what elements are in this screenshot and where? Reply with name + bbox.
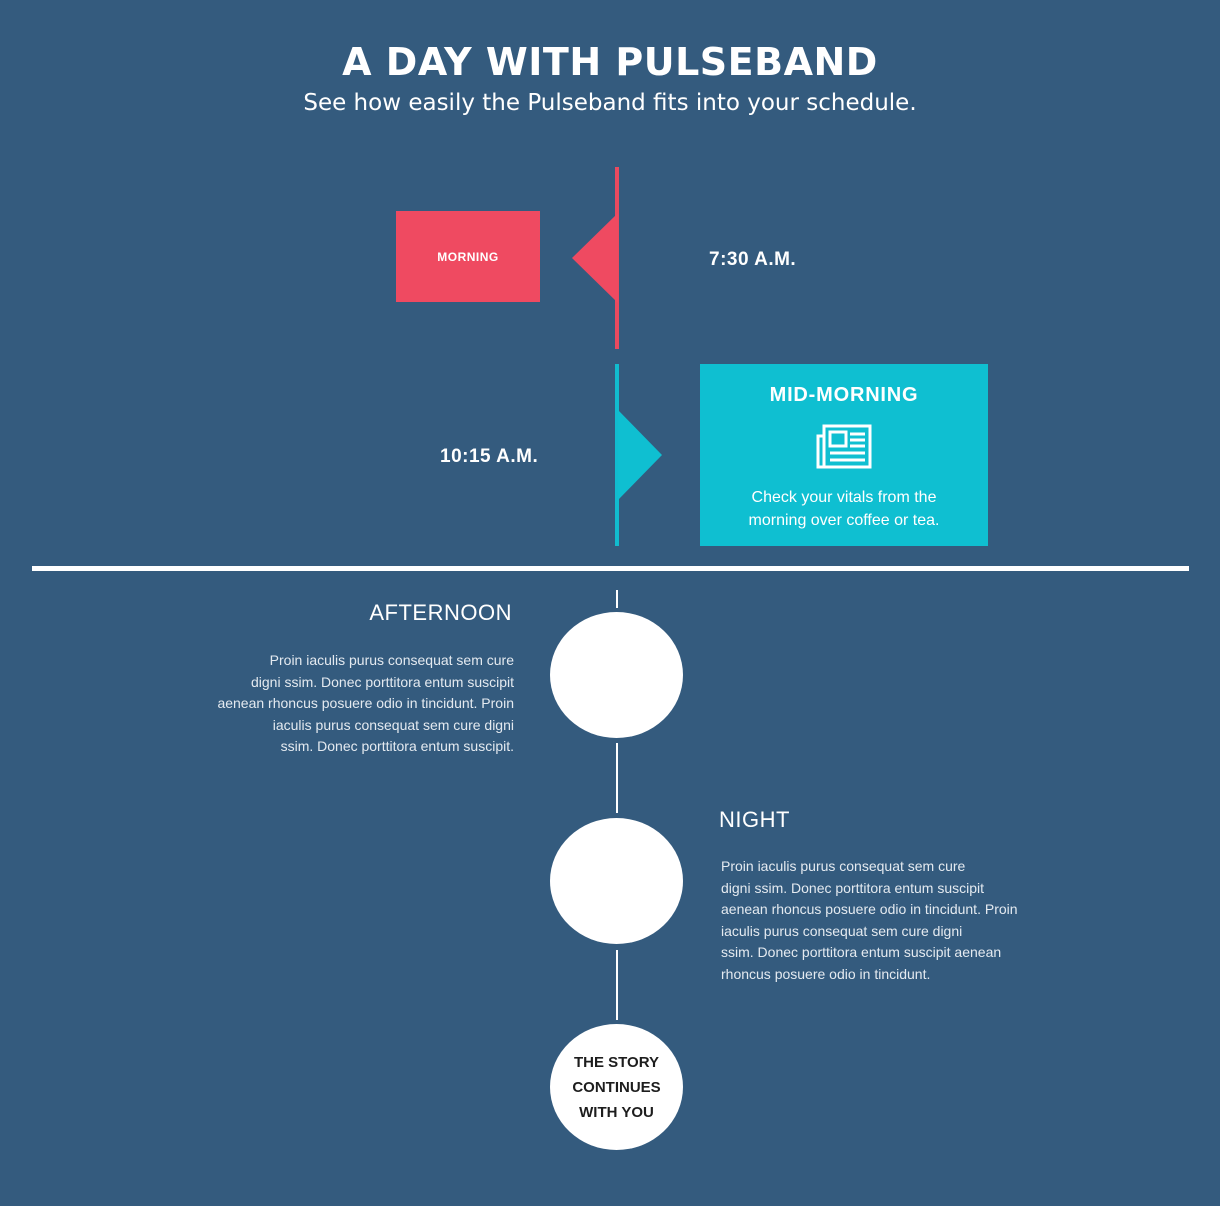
mid-morning-description: Check your vitals from the morning over …	[730, 486, 958, 532]
timeline-connector-top	[616, 590, 618, 608]
night-circle	[550, 818, 683, 944]
afternoon-line: digni ssim. Donec porttitora entum susci…	[251, 673, 514, 690]
afternoon-description: Proin iaculis purus consequat sem cure d…	[190, 650, 514, 758]
night-description: Proin iaculis purus consequat sem cure d…	[721, 856, 1031, 986]
morning-label: MORNING	[437, 249, 499, 264]
mid-morning-text-line-2: morning over coffee or tea.	[748, 512, 940, 529]
morning-arrow	[572, 213, 618, 303]
mid-morning-card: MID-MORNING Check your vitals from the m…	[700, 364, 988, 546]
night-line: rhoncus posuere odio in tincidunt.	[721, 965, 931, 982]
timeline-line-mid-morning	[615, 364, 619, 546]
night-line: Proin iaculis purus consequat sem cure	[721, 858, 966, 874]
night-line: iaculis purus consequat sem cure digni	[721, 922, 963, 939]
night-line: aenean rhoncus posuere odio in tincidunt…	[721, 901, 1018, 918]
page-title: A DAY WITH PULSEBAND	[342, 40, 878, 84]
newspaper-icon	[816, 424, 872, 469]
ending-line-2: CONTINUES	[572, 1078, 661, 1096]
afternoon-line: aenean rhoncus posuere odio in tincidunt…	[217, 695, 514, 712]
timeline-connector-middle	[616, 743, 618, 813]
timeline-connector-bottom	[616, 950, 618, 1020]
night-line: ssim. Donec porttitora entum suscipit ae…	[721, 944, 1002, 961]
afternoon-heading: AFTERNOON	[369, 600, 512, 625]
night-line: digni ssim. Donec porttitora entum susci…	[721, 879, 984, 896]
afternoon-circle	[550, 612, 683, 738]
morning-card: MORNING	[396, 211, 540, 302]
afternoon-line: ssim. Donec porttitora entum suscipit.	[280, 738, 514, 755]
ending-circle: THE STORY CONTINUES WITH YOU	[550, 1024, 683, 1150]
mid-morning-text-line-1: Check your vitals from the	[751, 489, 937, 506]
ending-line-1: THE STORY	[573, 1053, 659, 1071]
mid-morning-arrow	[618, 410, 662, 500]
morning-time: 7:30 A.M.	[709, 249, 797, 270]
mid-morning-time: 10:15 A.M.	[440, 446, 539, 467]
ending-line-3: WITH YOU	[579, 1103, 654, 1121]
afternoon-line: Proin iaculis purus consequat sem cure	[269, 652, 514, 668]
mid-morning-label: MID-MORNING	[769, 384, 919, 406]
page-subtitle: See how easily the Pulseband fits into y…	[303, 90, 917, 116]
section-divider	[32, 566, 1189, 571]
afternoon-line: iaculis purus consequat sem cure digni	[272, 716, 514, 733]
ending-text: THE STORY CONTINUES WITH YOU	[572, 1050, 660, 1125]
night-heading: NIGHT	[719, 807, 790, 832]
